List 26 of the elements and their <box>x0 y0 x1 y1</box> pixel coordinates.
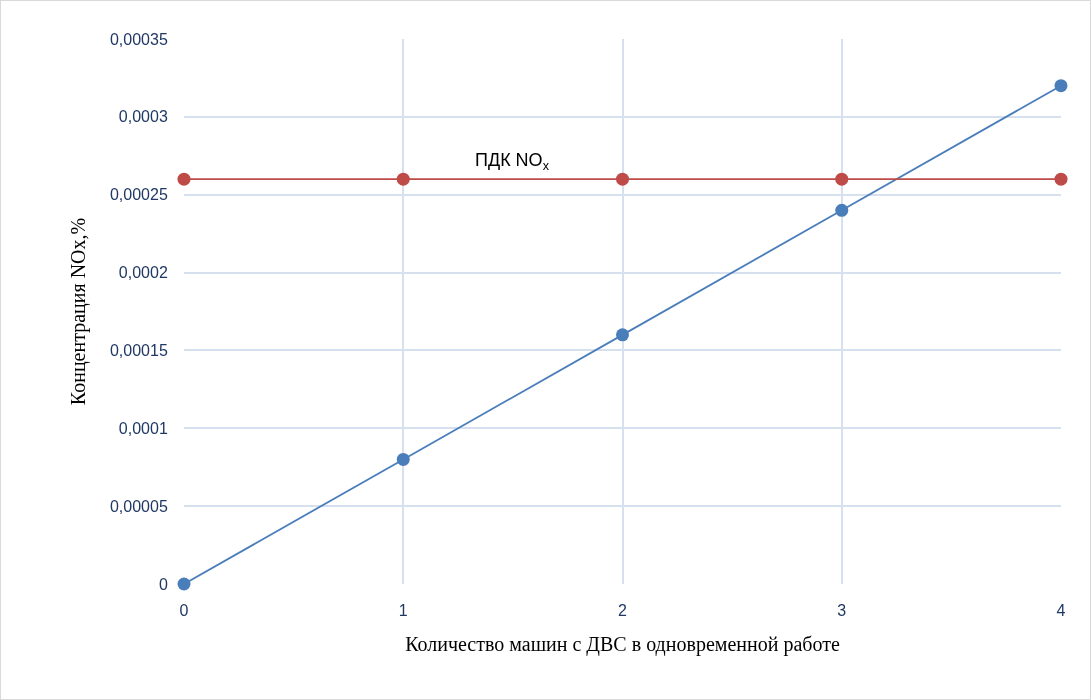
point <box>835 203 849 217</box>
y-tick-label: 0,0001 <box>118 419 168 437</box>
y-tick-label: 0,00015 <box>109 342 168 360</box>
x-axis-title: Количество машин с ДВС в одновременной работе <box>405 632 840 656</box>
x-tick-label: 3 <box>837 602 847 620</box>
point <box>396 452 410 466</box>
y-tick-label: 0,0003 <box>118 108 168 126</box>
point <box>1054 79 1068 93</box>
point <box>177 172 191 186</box>
point <box>835 172 849 186</box>
x-tick-label: 2 <box>618 602 628 620</box>
y-axis-title: Концентрация NOx,% <box>67 217 91 406</box>
series-label: ПДК NO$_{x}$ <box>475 150 550 173</box>
point <box>616 328 629 342</box>
point <box>396 172 410 186</box>
x-tick-label: 0 <box>179 602 189 620</box>
point <box>616 172 629 186</box>
y-tick-label: 0,00005 <box>109 497 168 515</box>
x-tick-label: 1 <box>398 602 408 620</box>
x-tick-label: 4 <box>1056 602 1066 620</box>
y-tick-label: 0,0002 <box>118 264 168 282</box>
point <box>1054 172 1068 186</box>
point <box>177 577 191 591</box>
y-tick-label: 0,00035 <box>109 30 168 48</box>
y-tick-label: 0,00025 <box>109 186 168 204</box>
y-tick-label: 0 <box>158 575 168 593</box>
